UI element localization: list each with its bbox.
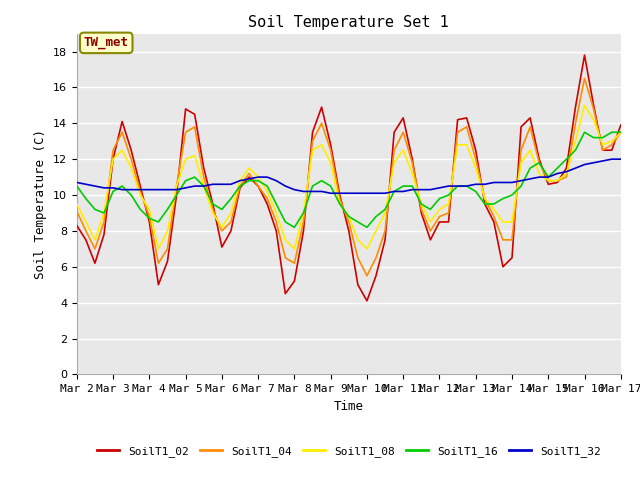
X-axis label: Time: Time (334, 400, 364, 413)
Y-axis label: Soil Temperature (C): Soil Temperature (C) (35, 129, 47, 279)
Text: TW_met: TW_met (84, 36, 129, 49)
Title: Soil Temperature Set 1: Soil Temperature Set 1 (248, 15, 449, 30)
Legend: SoilT1_02, SoilT1_04, SoilT1_08, SoilT1_16, SoilT1_32: SoilT1_02, SoilT1_04, SoilT1_08, SoilT1_… (93, 441, 605, 461)
